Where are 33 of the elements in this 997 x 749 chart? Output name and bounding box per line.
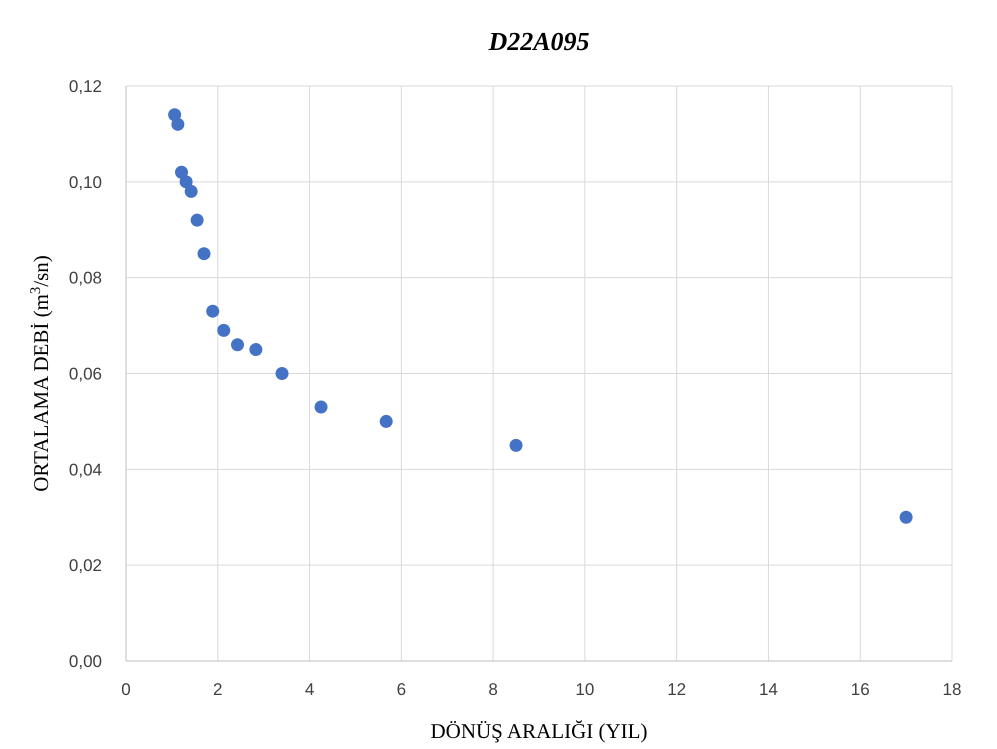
y-tick-label: 0,04	[68, 460, 102, 480]
point	[198, 247, 211, 260]
point	[217, 324, 230, 337]
y-tick-label: 0,08	[68, 268, 102, 288]
x-tick-label: 12	[667, 680, 686, 699]
x-tick-label: 0	[121, 680, 131, 699]
point	[380, 414, 393, 428]
y-tick-label: 0,06	[68, 364, 102, 384]
point	[231, 338, 244, 352]
x-tick-label: 18	[942, 680, 962, 699]
point	[184, 184, 198, 198]
x-tick-label: 2	[213, 680, 223, 699]
x-tick-label: 10	[575, 680, 594, 699]
y-tick-label: 0,02	[68, 556, 102, 576]
point	[276, 367, 289, 380]
point	[314, 400, 328, 414]
y-tick-label: 0,00	[68, 652, 102, 671]
y-tick-label: 0,12	[68, 77, 102, 96]
x-axis-title: DÖNÜŞ ARALIĞI (YIL)	[430, 719, 648, 743]
point	[180, 175, 193, 188]
y-tick-label: 0,10	[68, 172, 102, 192]
x-tick-label: 16	[850, 680, 870, 699]
point	[249, 343, 262, 356]
x-tick-label: 4	[304, 680, 314, 699]
x-tick-label: 8	[488, 680, 498, 699]
point	[900, 510, 913, 524]
chart-title: D22A095	[487, 27, 590, 56]
point	[206, 304, 220, 318]
x-tick-label: 6	[396, 680, 406, 699]
point	[510, 438, 523, 452]
x-tick-label: 14	[758, 680, 778, 699]
point	[190, 214, 204, 227]
point	[171, 118, 184, 131]
